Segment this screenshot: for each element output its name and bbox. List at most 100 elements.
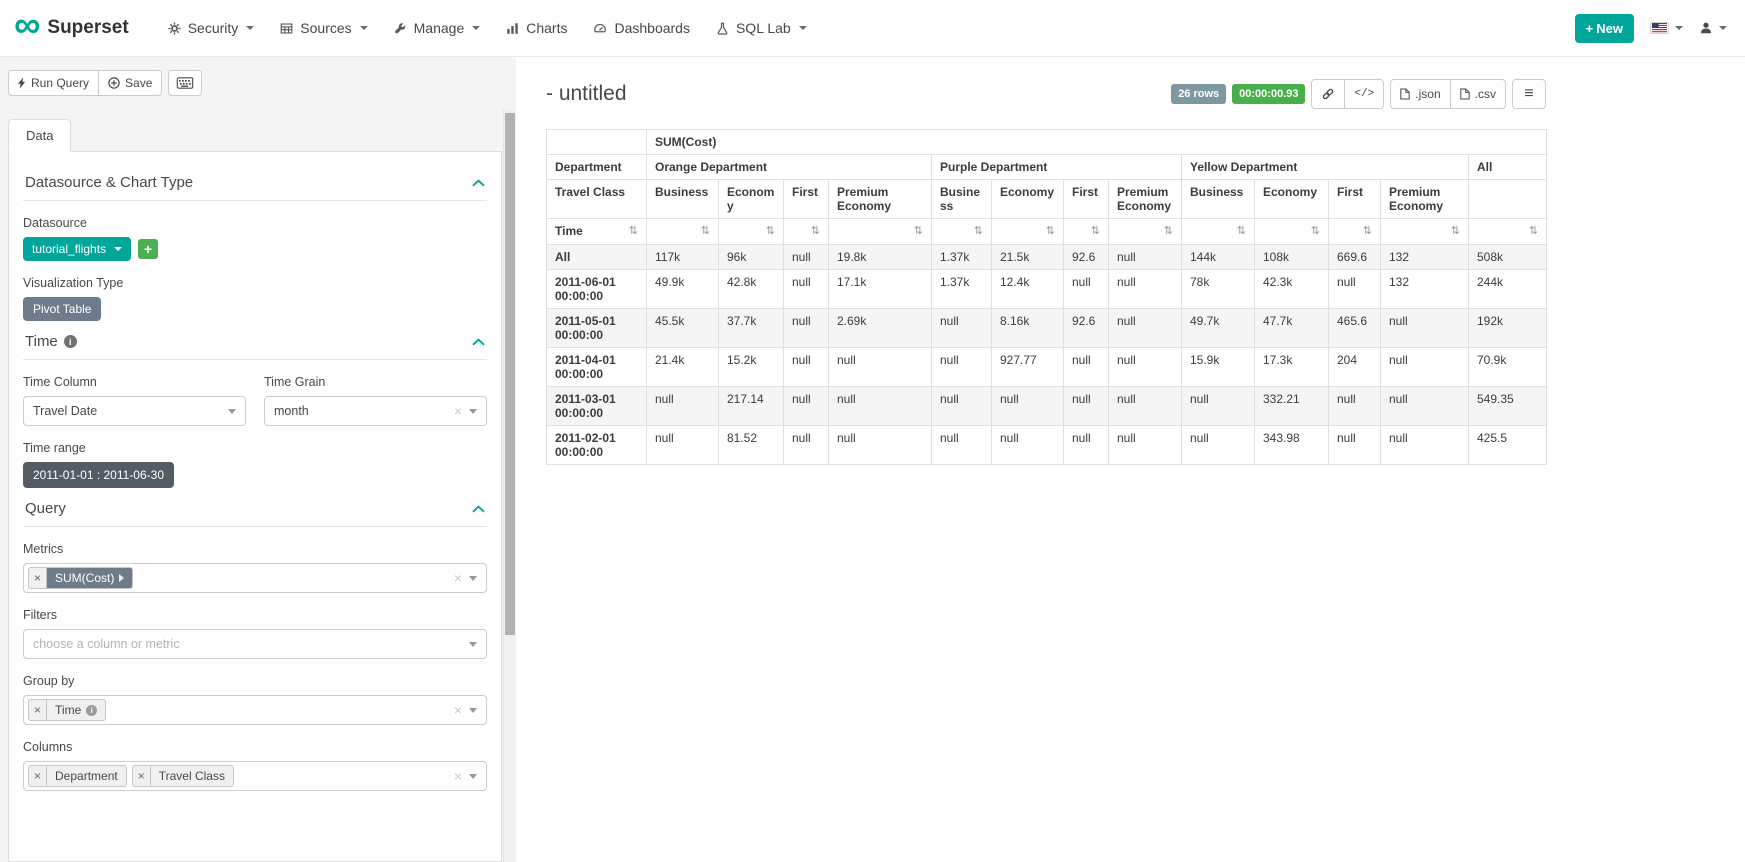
travel-class-dimension-cell: Travel Class bbox=[546, 179, 647, 219]
language-selector[interactable] bbox=[1650, 22, 1683, 34]
clear-icon[interactable]: × bbox=[453, 570, 462, 586]
value-cell: 49.9k bbox=[646, 269, 719, 309]
travel-class-cell: Business bbox=[931, 179, 992, 219]
sort-icon[interactable]: ⇅ bbox=[765, 225, 775, 237]
clear-icon[interactable]: × bbox=[453, 702, 462, 718]
left-panel-scrollbar[interactable] bbox=[503, 110, 516, 862]
scrollbar-thumb[interactable] bbox=[505, 113, 515, 635]
pivot-data-row: All 117k 96k null 19.8k 1.37k 21.5k 92.6 null 144… bbox=[546, 244, 1548, 270]
group-by-tag[interactable]: × Time i bbox=[28, 699, 107, 721]
sort-icon[interactable]: ⇅ bbox=[628, 225, 638, 237]
query-toolbar: Run Query Save bbox=[8, 70, 502, 96]
column-sort-cell[interactable]: ⇅ bbox=[1063, 218, 1109, 245]
time-column-select[interactable]: Travel Date bbox=[23, 396, 246, 426]
user-menu[interactable] bbox=[1699, 21, 1727, 35]
clear-icon[interactable]: × bbox=[453, 403, 462, 419]
metric-value: SUM(Cost) bbox=[55, 571, 115, 585]
share-link-button[interactable] bbox=[1311, 79, 1346, 109]
column-sort-cell[interactable]: ⇅ bbox=[828, 218, 932, 245]
travel-class-cell: Premium Economy bbox=[1108, 179, 1182, 219]
sort-icon[interactable]: ⇅ bbox=[913, 225, 923, 237]
chart-title[interactable]: - untitled bbox=[546, 82, 627, 105]
group-by-select[interactable]: × Time i × bbox=[23, 695, 487, 725]
nav-item-dashboards[interactable]: Dashboards bbox=[580, 10, 703, 46]
value-cell: null bbox=[1108, 425, 1182, 465]
export-json-button[interactable]: .json bbox=[1390, 79, 1451, 109]
column-sort-cell[interactable]: ⇅ bbox=[718, 218, 784, 245]
save-button[interactable]: Save bbox=[99, 70, 163, 96]
column-sort-cell[interactable]: ⇅ bbox=[646, 218, 719, 245]
viz-type-button[interactable]: Pivot Table bbox=[23, 297, 102, 321]
chevron-up-icon[interactable] bbox=[472, 178, 485, 187]
time-grain-select[interactable]: month × bbox=[264, 396, 487, 426]
sort-icon[interactable]: ⇅ bbox=[1236, 225, 1246, 237]
remove-icon[interactable]: × bbox=[29, 568, 48, 588]
column-sort-cell[interactable]: ⇅ bbox=[931, 218, 992, 245]
filters-placeholder: choose a column or metric bbox=[33, 637, 180, 651]
sort-icon[interactable]: ⇅ bbox=[1450, 225, 1460, 237]
remove-icon[interactable]: × bbox=[133, 766, 151, 786]
column-sort-cell[interactable]: ⇅ bbox=[1108, 218, 1182, 245]
file-icon bbox=[1459, 88, 1470, 100]
sort-icon[interactable]: ⇅ bbox=[1090, 225, 1100, 237]
column-sort-cell[interactable]: ⇅ bbox=[1328, 218, 1381, 245]
department-group-cell: Orange Department bbox=[646, 154, 932, 180]
section-header-query[interactable]: Query bbox=[23, 488, 487, 527]
sort-icon[interactable]: ⇅ bbox=[1362, 225, 1372, 237]
column-sort-cell[interactable]: ⇅ bbox=[1380, 218, 1469, 245]
sort-icon[interactable]: ⇅ bbox=[1045, 225, 1055, 237]
column-sort-cell[interactable]: ⇅ bbox=[1181, 218, 1255, 245]
tab-data[interactable]: Data bbox=[8, 119, 72, 152]
keyboard-shortcuts-button[interactable] bbox=[168, 70, 203, 96]
column-sort-cell[interactable]: ⇅ bbox=[1467, 218, 1548, 245]
value-cell: 204 bbox=[1328, 347, 1381, 387]
time-sort-cell[interactable]: Time ⇅ bbox=[546, 218, 647, 245]
column-sort-cell[interactable]: ⇅ bbox=[783, 218, 829, 245]
sort-icon[interactable]: ⇅ bbox=[1528, 225, 1539, 237]
remove-icon[interactable]: × bbox=[29, 766, 48, 786]
chevron-up-icon[interactable] bbox=[472, 504, 485, 513]
nav-item-sources[interactable]: Sources bbox=[267, 10, 380, 46]
column-tag[interactable]: × Travel Class bbox=[131, 765, 234, 787]
nav-item-sql-lab[interactable]: SQL Lab bbox=[703, 10, 820, 46]
view-query-button[interactable]: </> bbox=[1345, 79, 1385, 109]
clear-icon[interactable]: × bbox=[453, 768, 462, 784]
columns-select[interactable]: × Department × Travel Class × bbox=[23, 761, 487, 791]
metrics-select[interactable]: × SUM(Cost) × bbox=[23, 563, 487, 593]
filters-select[interactable]: choose a column or metric bbox=[23, 629, 487, 659]
chevron-down-icon bbox=[469, 773, 477, 779]
sort-icon[interactable]: ⇅ bbox=[810, 225, 820, 237]
value-cell: 21.5k bbox=[991, 244, 1064, 270]
column-tag[interactable]: × Department bbox=[28, 765, 127, 787]
column-sort-cell[interactable]: ⇅ bbox=[991, 218, 1064, 245]
superset-brand[interactable]: ∞ Superset bbox=[14, 6, 129, 43]
add-datasource-button[interactable]: + bbox=[138, 239, 159, 259]
travel-class-cell: Business bbox=[1181, 179, 1255, 219]
chevron-down-icon bbox=[469, 707, 477, 713]
nav-item-security[interactable]: Security bbox=[155, 10, 268, 46]
section-header-time[interactable]: Time i bbox=[23, 321, 487, 360]
section-time: Time i Time Column Travel Date bbox=[23, 321, 487, 488]
chart-menu-button[interactable]: ≡ bbox=[1512, 79, 1546, 109]
value-cell: null bbox=[1380, 425, 1469, 465]
column-sort-cell[interactable]: ⇅ bbox=[1254, 218, 1329, 245]
metric-tag[interactable]: × SUM(Cost) bbox=[28, 567, 134, 589]
row-label-cell: 2011-04-01 00:00:00 bbox=[546, 347, 647, 387]
remove-icon[interactable]: × bbox=[29, 700, 48, 720]
sort-icon[interactable]: ⇅ bbox=[700, 225, 710, 237]
sort-icon[interactable]: ⇅ bbox=[1310, 225, 1320, 237]
new-button[interactable]: + New bbox=[1574, 13, 1634, 43]
run-query-button[interactable]: Run Query bbox=[8, 70, 100, 96]
export-csv-button[interactable]: .csv bbox=[1450, 79, 1506, 109]
time-range-button[interactable]: 2011-01-01 : 2011-06-30 bbox=[23, 462, 174, 488]
value-cell: 1.37k bbox=[931, 244, 992, 270]
chevron-up-icon[interactable] bbox=[472, 337, 485, 346]
section-header-datasource[interactable]: Datasource & Chart Type bbox=[23, 162, 487, 201]
pivot-data-row: 2011-02-01 00:00:00 null 81.52 null null null… bbox=[546, 425, 1548, 465]
nav-item-charts[interactable]: Charts bbox=[493, 10, 580, 46]
sort-icon[interactable]: ⇅ bbox=[973, 225, 983, 237]
query-timer-badge: 00:00:00.93 bbox=[1232, 84, 1306, 104]
datasource-select-button[interactable]: tutorial_flights bbox=[23, 237, 132, 261]
sort-icon[interactable]: ⇅ bbox=[1163, 225, 1173, 237]
nav-item-manage[interactable]: Manage bbox=[381, 10, 494, 46]
